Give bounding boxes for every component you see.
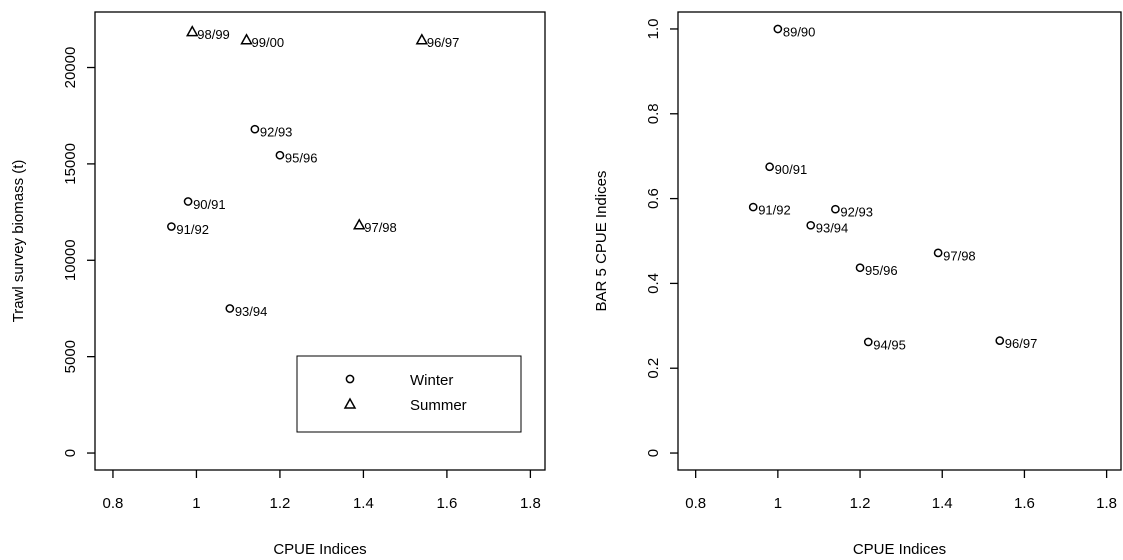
x-tick-label: 1 — [774, 495, 782, 512]
x-axis-title: CPUE Indices — [273, 541, 366, 558]
point — [933, 248, 943, 258]
y-tick-label: 0 — [645, 449, 662, 457]
point — [806, 220, 816, 230]
y-tick-label: 5000 — [62, 340, 79, 373]
x-tick-label: 1.6 — [436, 495, 457, 512]
point — [995, 336, 1005, 346]
x-tick-label: 1 — [192, 495, 200, 512]
point-label: 92/93 — [840, 205, 873, 220]
y-tick-label: 0.4 — [645, 273, 662, 294]
x-tick-label: 0.8 — [685, 495, 706, 512]
point-label: 94/95 — [873, 337, 906, 352]
legend-symbol — [343, 397, 357, 409]
point — [185, 25, 199, 37]
y-tick-label: 0 — [62, 449, 79, 457]
point-label: 89/90 — [783, 24, 816, 39]
y-tick-label: 0.2 — [645, 358, 662, 379]
y-tick-label: 20000 — [62, 47, 79, 89]
point-label: 95/96 — [285, 151, 318, 166]
x-tick-label: 1.2 — [850, 495, 871, 512]
point — [240, 33, 253, 45]
x-tick-label: 1.2 — [269, 495, 290, 512]
legend-box — [296, 355, 522, 433]
point — [183, 197, 193, 206]
point — [765, 162, 774, 172]
point-label: 92/93 — [260, 125, 293, 140]
point — [415, 33, 429, 45]
point-label: 96/97 — [1005, 336, 1038, 351]
x-tick-label: 1.4 — [932, 495, 953, 512]
plot-frame — [94, 11, 546, 471]
x-axis-title: CPUE Indices — [853, 541, 946, 558]
y-tick-label: 1.0 — [645, 19, 662, 40]
x-tick-label: 0.8 — [103, 495, 124, 512]
point-label: 93/94 — [235, 304, 268, 319]
y-tick-label: 0.8 — [645, 103, 662, 124]
point — [855, 263, 865, 273]
point-label: 96/97 — [427, 35, 460, 50]
point-label: 90/91 — [193, 197, 226, 212]
point — [773, 24, 783, 34]
point — [167, 222, 176, 231]
point — [863, 337, 873, 347]
point-label: 97/98 — [364, 220, 397, 235]
point-label: 97/98 — [943, 248, 976, 263]
legend-symbol — [345, 374, 355, 384]
point — [831, 204, 840, 214]
x-tick-label: 1.4 — [353, 495, 374, 512]
point-label: 93/94 — [816, 221, 849, 236]
point — [225, 304, 235, 313]
x-tick-label: 1.8 — [1096, 495, 1117, 512]
point-label: 91/92 — [176, 222, 209, 237]
point-label: 99/00 — [252, 35, 285, 50]
point — [275, 150, 285, 160]
x-tick-label: 1.8 — [520, 495, 541, 512]
legend-label: Winter — [410, 372, 453, 389]
x-tick-label: 1.6 — [1014, 495, 1035, 512]
point-label: 91/92 — [758, 203, 791, 218]
plot-frame — [677, 11, 1122, 471]
point-label: 90/91 — [775, 162, 808, 177]
y-axis-title: Trawl survey biomass (t) — [10, 160, 27, 323]
y-tick-label: 15000 — [62, 143, 79, 185]
y-tick-label: 0.6 — [645, 188, 662, 209]
y-tick-label: 10000 — [62, 239, 79, 281]
point — [250, 124, 260, 134]
point-label: 98/99 — [197, 27, 230, 42]
legend-label: Summer — [410, 397, 467, 414]
y-axis-title: BAR 5 CPUE Indices — [593, 171, 610, 312]
point-label: 95/96 — [865, 263, 898, 278]
point — [352, 218, 366, 230]
point — [748, 202, 758, 212]
